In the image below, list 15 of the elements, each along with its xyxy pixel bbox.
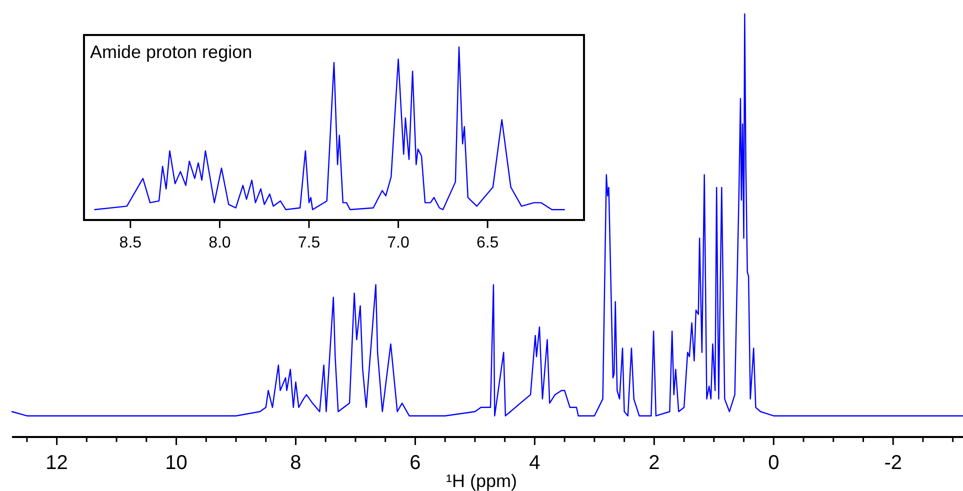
x-tick-label: 6 [410,452,421,474]
x-tick-label: -2 [884,452,902,474]
x-tick-label: 0 [768,452,780,474]
x-tick-label: 7.5 [298,234,320,252]
x-tick-label: 8 [290,452,302,474]
x-tick-label: 4 [529,452,540,474]
x-tick-label: 8.5 [119,234,142,252]
x-axis-title: ¹H (ppm) [446,471,517,491]
x-tick-label: 2 [648,452,660,474]
x-tick-label: 10 [165,452,188,474]
x-tick-label: 12 [46,452,68,474]
x-tick-label: 8.0 [208,234,231,252]
x-tick-label: 7.0 [387,234,410,252]
x-tick-label: 6.5 [476,234,499,252]
chart-title: Amide proton region [90,42,252,62]
